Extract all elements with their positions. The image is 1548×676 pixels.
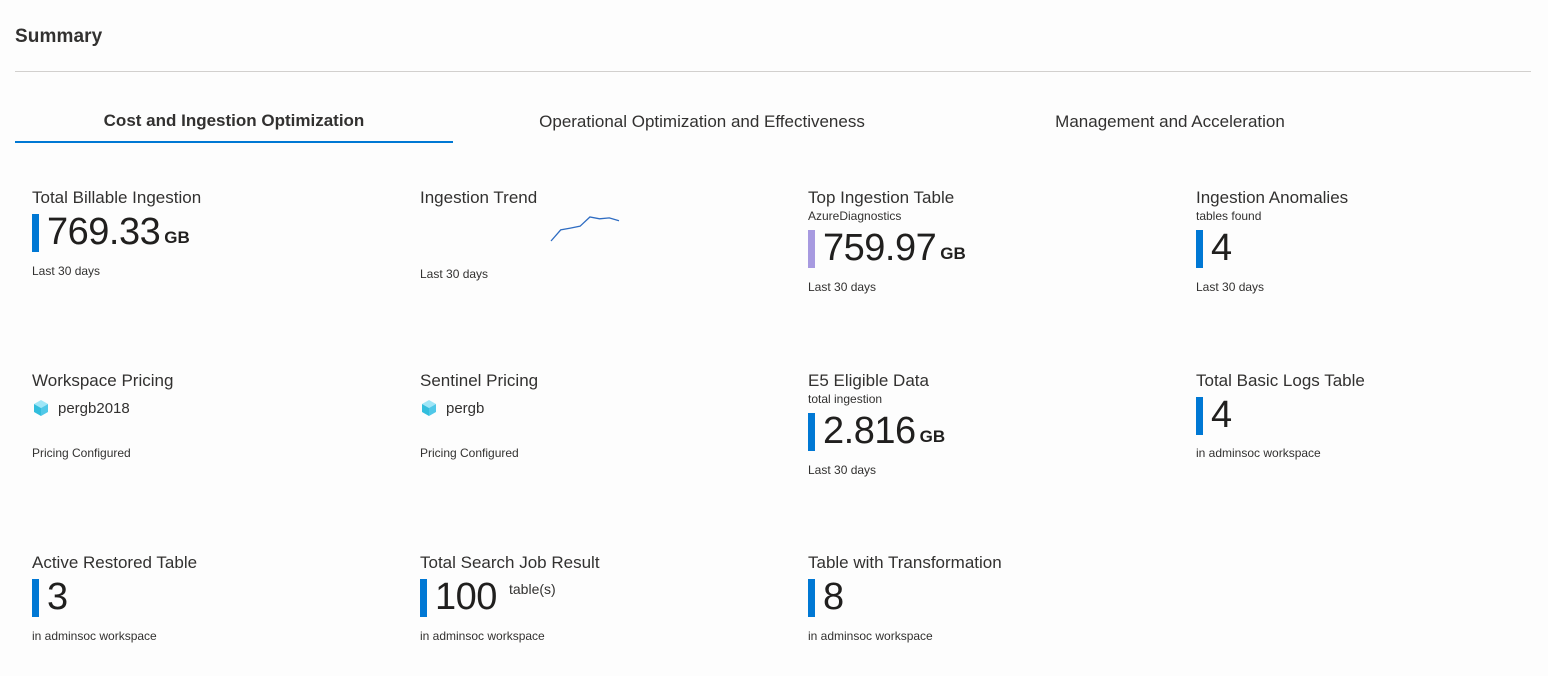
tab-bar: Cost and Ingestion Optimization Operatio… xyxy=(15,100,1531,144)
tile-title: Top Ingestion Table xyxy=(808,188,955,207)
tile-total-basic-logs[interactable]: Total Basic Logs Table 4 in adminsoc wor… xyxy=(1196,371,1548,481)
cube-icon xyxy=(422,400,436,416)
metric-bar xyxy=(32,214,39,252)
tile-subtitle: AzureDiagnostics xyxy=(808,209,902,223)
metric: 2.816 GB xyxy=(808,411,1168,451)
tile-title: Total Search Job Result xyxy=(420,553,600,572)
metric-bar xyxy=(1196,397,1203,435)
metric-value: 759.97 xyxy=(823,227,937,269)
metric-unit: GB xyxy=(164,228,190,247)
metric: 759.97 GB xyxy=(808,228,1168,268)
tile-footer: Last 30 days xyxy=(808,280,877,294)
tile-title: Sentinel Pricing xyxy=(420,371,539,390)
tile-footer: Pricing Configured xyxy=(420,446,519,460)
sparkline-series xyxy=(550,216,620,242)
tile-footer: in adminsoc workspace xyxy=(1196,446,1321,460)
pricing-row: pergb xyxy=(420,399,780,417)
metric-bar xyxy=(32,579,39,617)
tile-table-with-transformation[interactable]: Table with Transformation 8 in adminsoc … xyxy=(808,553,1168,663)
tile-footer: in adminsoc workspace xyxy=(420,629,545,643)
page-title: Summary xyxy=(15,26,103,47)
tile-footer: Last 30 days xyxy=(32,264,101,278)
metric-value: 8 xyxy=(823,576,844,618)
tile-title: Total Basic Logs Table xyxy=(1196,371,1365,390)
tile-footer: Last 30 days xyxy=(808,463,877,477)
metric-value: 100 xyxy=(435,576,497,618)
tile-footer: in adminsoc workspace xyxy=(808,629,933,643)
tile-title: Workspace Pricing xyxy=(32,371,174,390)
metric-value: 4 xyxy=(1211,394,1232,436)
tile-active-restored-table[interactable]: Active Restored Table 3 in adminsoc work… xyxy=(32,553,392,663)
tile-footer: Pricing Configured xyxy=(32,446,131,460)
tile-footer: Last 30 days xyxy=(1196,280,1265,294)
metric-value: 4 xyxy=(1211,227,1232,269)
pricing-row: pergb2018 xyxy=(32,399,392,417)
metric-bar xyxy=(420,579,427,617)
tile-footer: Last 30 days xyxy=(420,267,489,281)
metric-unit: GB xyxy=(940,244,966,263)
header-divider xyxy=(15,71,1531,72)
tile-ingestion-trend[interactable]: Ingestion Trend Last 30 days xyxy=(420,188,780,298)
tile-ingestion-anomalies[interactable]: Ingestion Anomalies tables found 4 Last … xyxy=(1196,188,1548,308)
metric-value: 3 xyxy=(47,576,68,618)
metric: 4 xyxy=(1196,395,1548,435)
tile-title: Ingestion Trend xyxy=(420,188,538,207)
tile-workspace-pricing[interactable]: Workspace Pricing pergb2018 Pricing Conf… xyxy=(32,371,392,481)
tile-top-ingestion-table[interactable]: Top Ingestion Table AzureDiagnostics 759… xyxy=(808,188,1168,308)
tile-subtitle: tables found xyxy=(1196,209,1262,223)
metric-unit: GB xyxy=(919,427,946,446)
tab-management-acceleration[interactable]: Management and Acceleration xyxy=(1055,111,1285,131)
cube-icon xyxy=(34,400,48,416)
tile-sentinel-pricing[interactable]: Sentinel Pricing pergb Pricing Configure… xyxy=(420,371,780,481)
tile-title: Total Billable Ingestion xyxy=(32,188,202,207)
metric: 100 table(s) xyxy=(420,577,780,617)
tile-total-search-job-result[interactable]: Total Search Job Result 100 table(s) in … xyxy=(420,553,780,663)
metric-bar xyxy=(1196,230,1203,268)
metric-value: 2.816 xyxy=(823,410,916,452)
tab-operational-optimization[interactable]: Operational Optimization and Effectivene… xyxy=(539,111,865,131)
ingestion-trend-sparkline xyxy=(550,216,620,242)
tile-subtitle: total ingestion xyxy=(808,392,883,406)
pricing-value: pergb xyxy=(446,399,485,417)
metric: 3 xyxy=(32,577,392,617)
tile-total-billable-ingestion[interactable]: Total Billable Ingestion 769.33 GB Last … xyxy=(32,188,392,298)
metric: 4 xyxy=(1196,228,1548,268)
pricing-value: pergb2018 xyxy=(58,399,130,417)
tile-title: Ingestion Anomalies xyxy=(1196,188,1349,207)
tab-cost-ingestion[interactable]: Cost and Ingestion Optimization xyxy=(15,100,453,143)
metric-bar xyxy=(808,413,815,451)
metric: 769.33 GB xyxy=(32,212,392,252)
tile-footer: in adminsoc workspace xyxy=(32,629,157,643)
tile-title: E5 Eligible Data xyxy=(808,371,929,390)
metric-suffix: table(s) xyxy=(509,581,556,597)
metric-value: 769.33 xyxy=(47,211,161,253)
metric-bar xyxy=(808,579,815,617)
metric-bar xyxy=(808,230,815,268)
tile-title: Active Restored Table xyxy=(32,553,198,572)
tile-e5-eligible-data[interactable]: E5 Eligible Data total ingestion 2.816 G… xyxy=(808,371,1168,491)
metric: 8 xyxy=(808,577,1168,617)
tile-title: Table with Transformation xyxy=(808,553,1002,572)
